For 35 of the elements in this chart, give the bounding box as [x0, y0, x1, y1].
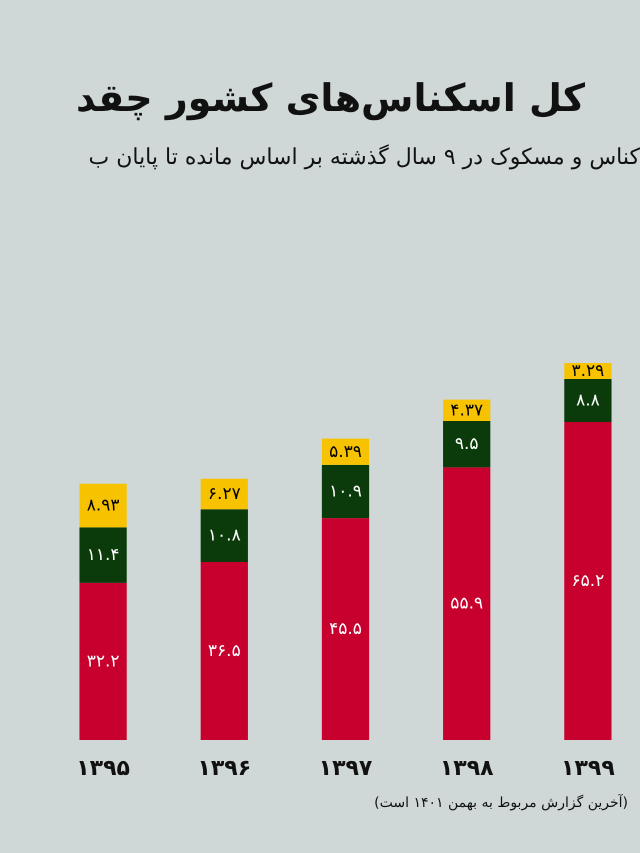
- data-label: ۱۱.۴: [86, 545, 120, 566]
- bar: [79, 527, 127, 583]
- x-tick-label: ۱۳۹۸: [440, 756, 494, 781]
- data-label: ۹.۵: [454, 434, 479, 454]
- data-label: ۶۵.۲: [572, 570, 604, 591]
- bar: [443, 420, 490, 468]
- bar: [79, 582, 127, 740]
- data-label: ۳.۲۹: [572, 361, 604, 382]
- data-label: ۸.۸: [576, 390, 600, 411]
- data-label: ۱۰.۹: [329, 481, 362, 502]
- data-label: ۳۲.۲: [86, 651, 120, 672]
- bar: [322, 464, 370, 518]
- data-label: ۴.۳۷: [450, 400, 484, 420]
- data-label: ۸.۹۳: [86, 496, 120, 516]
- bar: [564, 422, 612, 740]
- data-label: ۵.۳۹: [329, 442, 362, 462]
- bar: [200, 562, 248, 740]
- bar: [443, 467, 490, 740]
- bar: [200, 478, 248, 510]
- x-tick-label: ۱۳۹۷: [318, 756, 373, 781]
- data-label: ۶.۲۷: [208, 484, 241, 504]
- x-tick-label: ۱۳۹۹: [561, 756, 615, 781]
- bar: [564, 379, 612, 422]
- data-label: ۳۶.۵: [208, 640, 241, 661]
- bar: [79, 484, 127, 528]
- data-label: ۵۵.۹: [450, 594, 484, 614]
- x-tick-label: ۱۳۹۵: [76, 756, 130, 781]
- data-label: ۱۰.۸: [208, 526, 241, 546]
- bar: [322, 518, 370, 740]
- data-label: ۴۵.۵: [329, 619, 362, 640]
- x-tick-label: ۱۳۹۶: [197, 756, 252, 781]
- chart-subtitle: کناس و مسکوک در ۹ سال گذشته بر اساس مانده تا پایان ب: [88, 144, 640, 170]
- bar: [200, 509, 248, 562]
- text: (آخرین گزارش مربوط به بهمن ۱۴۰۱ است): [374, 793, 628, 811]
- chart-title: کل اسکناس‌های کشور چقد: [76, 76, 586, 121]
